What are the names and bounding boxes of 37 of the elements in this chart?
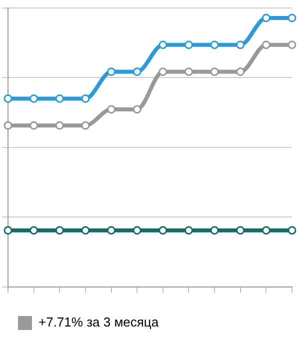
point — [132, 226, 142, 235]
point — [81, 94, 90, 103]
point — [262, 40, 270, 50]
point — [288, 40, 296, 50]
point — [30, 121, 38, 130]
point — [55, 226, 64, 235]
point — [288, 226, 296, 235]
point — [288, 14, 296, 22]
point — [236, 226, 245, 235]
point — [30, 226, 38, 235]
point — [81, 121, 90, 130]
point — [236, 40, 245, 50]
point — [4, 226, 12, 235]
point — [184, 226, 193, 235]
point — [210, 67, 219, 76]
point — [132, 105, 142, 114]
point — [55, 121, 64, 130]
point — [210, 226, 219, 235]
point — [158, 40, 168, 50]
point — [158, 226, 168, 235]
point — [262, 226, 270, 235]
legend-label: +7.71% за 3 месяца — [38, 314, 160, 330]
point — [4, 121, 12, 130]
point — [4, 94, 12, 103]
point — [107, 67, 116, 76]
point — [236, 67, 245, 76]
point — [81, 226, 90, 235]
point — [132, 67, 142, 76]
point — [107, 105, 116, 114]
point — [30, 94, 38, 103]
point — [210, 40, 219, 50]
point — [158, 67, 168, 76]
point — [55, 94, 64, 103]
point — [184, 67, 193, 76]
point — [107, 226, 116, 235]
point — [184, 40, 193, 50]
point — [262, 14, 270, 22]
